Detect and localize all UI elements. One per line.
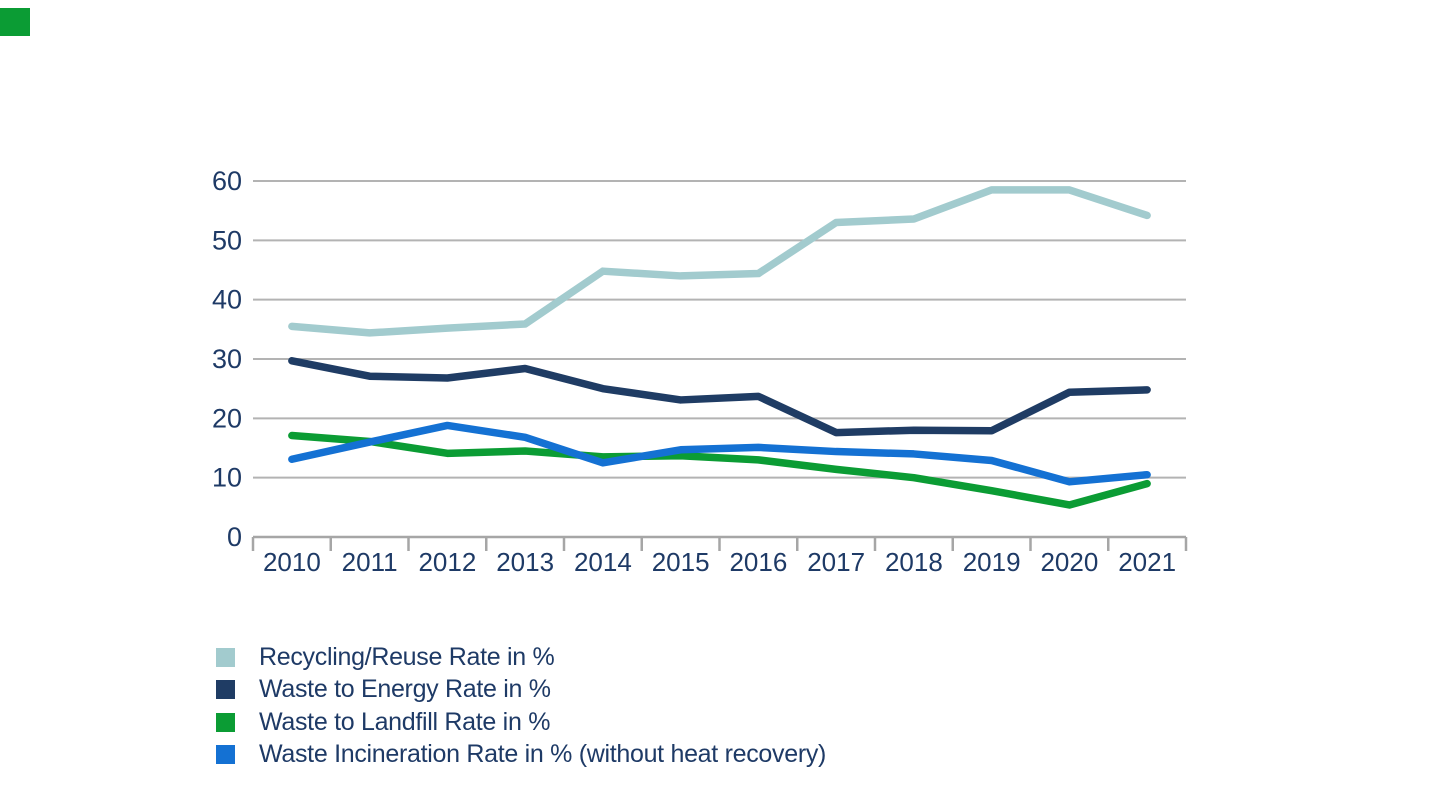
legend-label-waste-to-landfill: Waste to Landfill Rate in % [259, 707, 551, 736]
x-axis-tick-label: 2019 [963, 547, 1021, 577]
x-axis-tick-label: 2016 [729, 547, 787, 577]
y-axis-tick-label: 60 [212, 166, 242, 196]
legend-label-waste-to-energy: Waste to Energy Rate in % [259, 675, 551, 704]
legend: Recycling/Reuse Rate in % Waste to Energ… [216, 641, 826, 771]
y-axis-tick-label: 30 [212, 344, 242, 374]
legend-swatch-recycling-reuse [216, 647, 235, 667]
x-axis-tick-label: 2018 [885, 547, 943, 577]
series-line [288, 421, 1151, 486]
series-line [288, 431, 1151, 509]
x-axis-tick-label: 2012 [418, 547, 476, 577]
series-line [288, 357, 1151, 437]
legend-item: Waste Incineration Rate in % (without he… [216, 739, 826, 772]
x-axis-tick-label: 2013 [496, 547, 554, 577]
legend-swatch-waste-to-energy [216, 680, 235, 700]
x-axis-tick-label: 2010 [263, 547, 321, 577]
legend-item: Recycling/Reuse Rate in % [216, 641, 826, 674]
legend-swatch-waste-to-landfill [216, 712, 235, 732]
x-axis-tick-label: 2015 [652, 547, 710, 577]
x-axis-tick-label: 2014 [574, 547, 632, 577]
legend-label-waste-incineration: Waste Incineration Rate in % (without he… [259, 740, 827, 769]
legend-item: Waste to Energy Rate in % [216, 674, 826, 707]
x-axis-tick-label: 2011 [342, 547, 398, 577]
legend-label-recycling-reuse: Recycling/Reuse Rate in % [259, 642, 555, 671]
series-line [288, 186, 1151, 337]
y-axis-tick-label: 20 [212, 403, 242, 433]
x-axis-tick-label: 2021 [1118, 547, 1176, 577]
y-axis-tick-label: 10 [212, 463, 242, 493]
legend-item: Waste to Landfill Rate in % [216, 706, 826, 739]
legend-swatch-waste-incineration [216, 745, 235, 765]
x-axis-tick-label: 2017 [807, 547, 865, 577]
corner-accent-square [0, 8, 30, 36]
y-axis-tick-label: 0 [227, 522, 242, 552]
y-axis-tick-label: 50 [212, 225, 242, 255]
y-axis-tick-label: 40 [212, 285, 242, 315]
x-axis-tick-label: 2020 [1040, 547, 1098, 577]
